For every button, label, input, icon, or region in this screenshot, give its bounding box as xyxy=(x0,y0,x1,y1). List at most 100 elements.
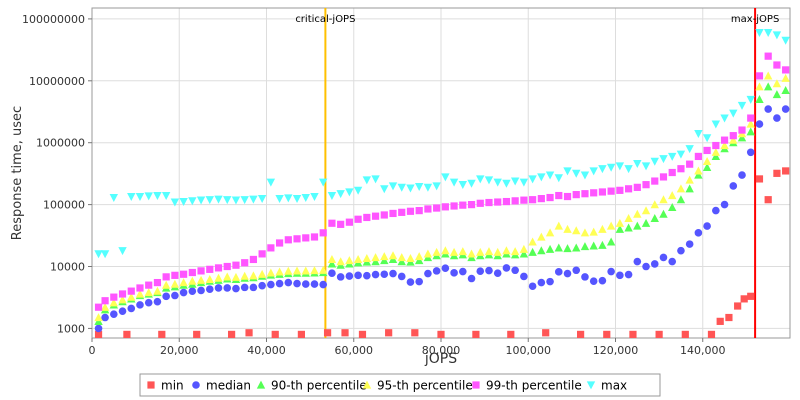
data-point xyxy=(676,184,686,193)
data-point xyxy=(633,221,642,230)
data-point xyxy=(624,213,633,222)
data-point xyxy=(528,237,537,246)
data-point xyxy=(284,266,293,275)
data-point xyxy=(354,215,362,223)
data-point xyxy=(589,167,598,176)
data-point xyxy=(240,271,249,280)
data-point xyxy=(414,252,424,261)
data-point xyxy=(302,234,310,242)
data-point xyxy=(624,165,633,174)
data-point xyxy=(755,82,764,91)
data-point xyxy=(371,257,380,266)
data-point xyxy=(205,196,214,205)
legend-box xyxy=(139,373,661,397)
data-point xyxy=(711,152,721,161)
data-point xyxy=(668,191,677,200)
data-point xyxy=(136,301,144,309)
data-point xyxy=(197,267,205,275)
data-point xyxy=(406,278,415,286)
data-point xyxy=(493,269,502,277)
data-point xyxy=(258,281,266,290)
data-point xyxy=(171,271,179,279)
data-point xyxy=(240,283,249,292)
data-point xyxy=(144,192,153,201)
data-point xyxy=(764,52,772,60)
data-point xyxy=(712,206,720,215)
data-point xyxy=(110,310,118,318)
data-point xyxy=(380,270,389,279)
data-point xyxy=(641,162,651,171)
data-point xyxy=(459,201,467,209)
data-point xyxy=(694,170,703,179)
data-point xyxy=(764,196,772,204)
data-point xyxy=(668,152,677,161)
data-point xyxy=(580,171,590,180)
data-point xyxy=(354,271,362,280)
data-point xyxy=(668,257,677,266)
data-point xyxy=(694,130,703,139)
data-point xyxy=(179,197,188,206)
data-point xyxy=(580,228,590,237)
data-point xyxy=(188,287,197,295)
legend-item: 99-th percentile xyxy=(472,379,582,393)
data-point xyxy=(223,262,231,271)
x-tick-label: 60,000 xyxy=(335,344,374,357)
legend-label: median xyxy=(206,379,251,393)
data-point xyxy=(738,171,746,179)
data-point xyxy=(511,197,519,205)
data-point xyxy=(205,274,214,283)
data-point xyxy=(411,329,419,337)
data-point xyxy=(240,196,249,205)
data-point xyxy=(432,247,441,256)
data-point xyxy=(520,272,528,281)
data-point xyxy=(563,224,572,233)
data-point xyxy=(380,252,389,261)
grid xyxy=(91,8,790,338)
data-point xyxy=(345,272,354,280)
data-point xyxy=(196,275,206,284)
data-point xyxy=(153,297,162,306)
data-point xyxy=(171,291,179,300)
data-point xyxy=(572,226,581,235)
data-point xyxy=(577,330,585,339)
data-point xyxy=(685,240,694,248)
series-median xyxy=(94,105,790,333)
data-point xyxy=(519,178,529,187)
data-point xyxy=(231,196,241,205)
data-point xyxy=(702,134,712,143)
data-point xyxy=(729,109,738,118)
legend-item: min xyxy=(147,379,184,393)
legend-swatch xyxy=(256,380,266,389)
data-point xyxy=(685,184,694,193)
data-point xyxy=(493,247,502,256)
x-tick-label: 80,000 xyxy=(422,344,461,357)
data-point xyxy=(476,267,485,275)
data-point xyxy=(755,95,764,104)
data-point xyxy=(581,190,589,198)
data-point xyxy=(319,280,328,289)
data-point xyxy=(607,187,615,195)
data-point xyxy=(424,269,432,278)
data-point xyxy=(781,105,790,113)
data-point xyxy=(257,269,267,278)
data-point xyxy=(144,288,153,297)
data-point xyxy=(301,280,310,288)
data-point xyxy=(267,244,275,252)
data-point xyxy=(135,289,145,298)
data-point xyxy=(520,196,528,204)
data-point xyxy=(310,192,319,201)
data-point xyxy=(433,204,441,212)
data-point xyxy=(267,280,275,289)
data-point xyxy=(336,190,345,199)
data-point xyxy=(432,267,441,275)
data-point xyxy=(101,313,109,322)
y-tick-label: 10000000 xyxy=(29,75,85,88)
legend-swatch xyxy=(362,380,372,389)
data-point xyxy=(650,213,659,222)
data-point xyxy=(459,267,467,276)
y-tick-label: 1000000 xyxy=(36,137,85,150)
data-point xyxy=(624,185,633,193)
data-point xyxy=(180,270,188,278)
data-point xyxy=(781,73,790,82)
data-point xyxy=(301,266,310,275)
